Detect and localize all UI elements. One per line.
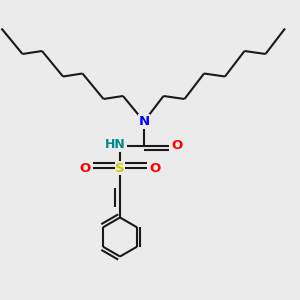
Text: O: O	[149, 161, 160, 175]
Text: S: S	[115, 161, 125, 175]
Text: O: O	[171, 139, 183, 152]
Text: N: N	[138, 115, 150, 128]
Text: O: O	[80, 161, 91, 175]
Text: HN: HN	[105, 138, 126, 151]
